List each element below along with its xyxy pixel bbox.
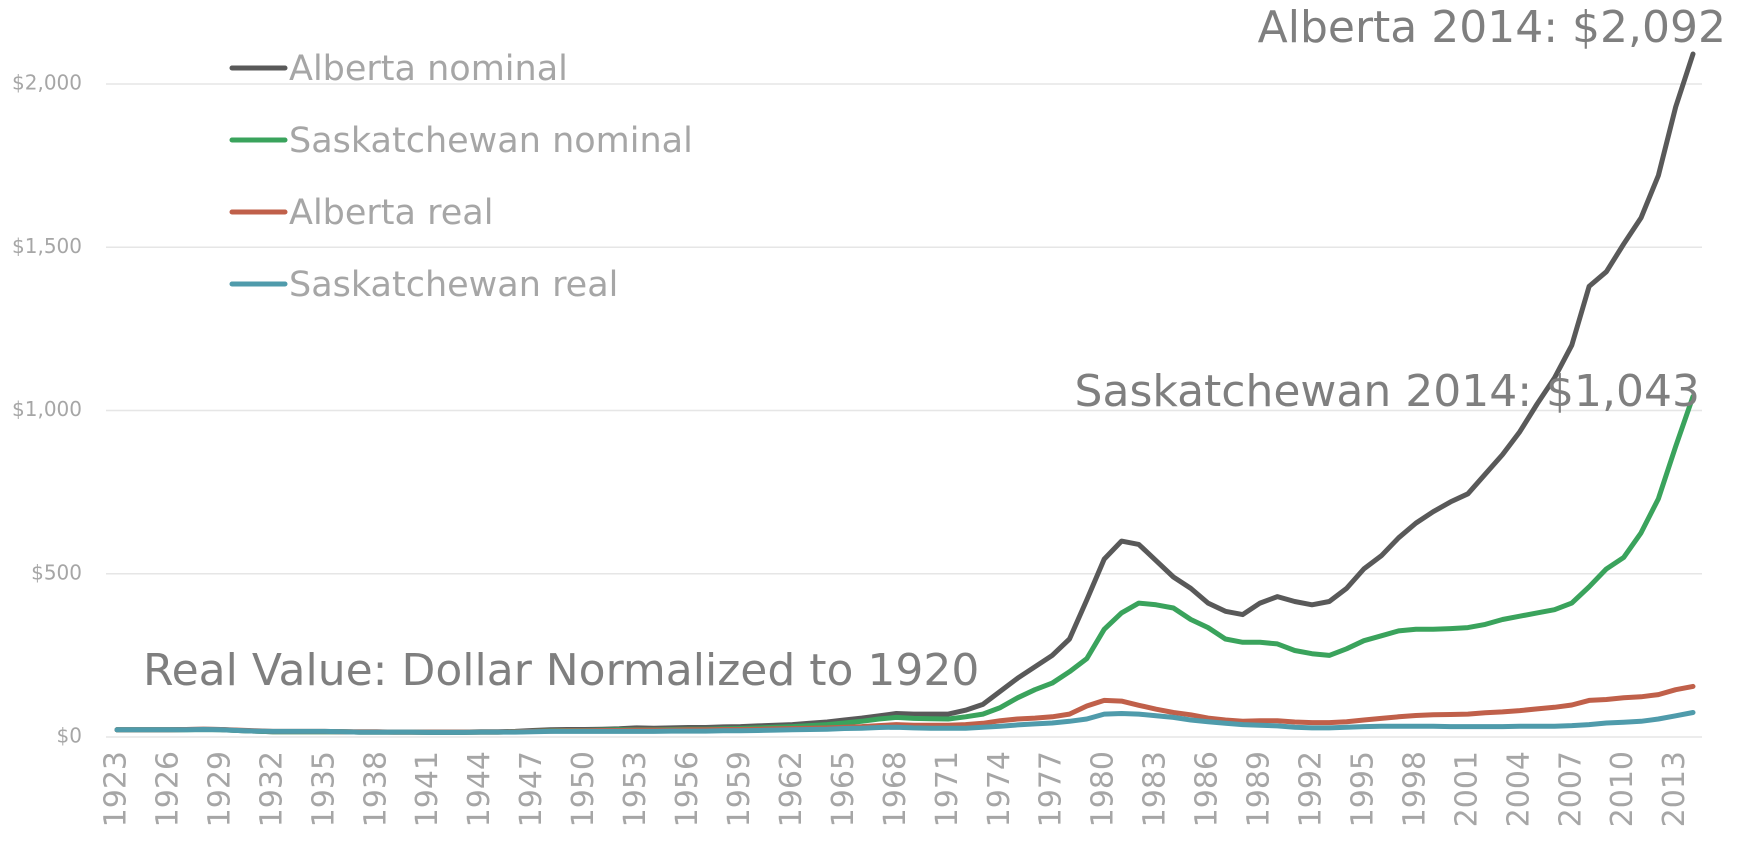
x-tick-label: 1965 [826,751,861,827]
annotation: Saskatchewan 2014: $1,043 [1075,366,1700,417]
y-tick-label: $2,000 [12,71,82,95]
annotation: Real Value: Dollar Normalized to 1920 [143,645,979,696]
x-tick-label: 1992 [1293,751,1328,827]
x-tick-label: 1947 [514,751,549,827]
x-tick-label: 1950 [566,751,601,827]
y-tick-label: $1,500 [12,234,82,258]
y-tick-label: $500 [31,560,82,584]
series-line [114,710,1696,735]
x-tick-label: 1941 [410,751,445,827]
x-tick-label: 1953 [618,751,653,827]
x-tick-label: 1977 [1034,751,1069,827]
x-tick-label: 1989 [1242,751,1277,827]
x-tick-label: 2013 [1657,751,1692,827]
x-tick-label: 1986 [1190,751,1225,827]
x-tick-label: 2004 [1501,751,1536,827]
legend-label: Saskatchewan nominal [289,121,693,161]
x-tick-label: 1962 [774,751,809,827]
x-tick-label: 1935 [306,751,341,827]
legend-label: Saskatchewan real [289,265,618,305]
x-tick-label: 1995 [1345,751,1380,827]
x-tick-label: 1923 [99,751,134,827]
legend-label: Alberta real [289,193,493,233]
x-tick-label: 1980 [1086,751,1121,827]
x-tick-label: 1983 [1138,751,1173,827]
x-tick-label: 1968 [878,751,913,827]
x-tick-label: 2007 [1553,751,1588,827]
x-tick-label: 1938 [358,751,393,827]
x-tick-label: 1956 [670,751,705,827]
x-tick-label: 2010 [1605,751,1640,827]
x-tick-label: 1974 [982,751,1017,827]
x-tick-label: 1944 [462,751,497,827]
x-tick-label: 1959 [722,751,757,827]
x-tick-label: 1926 [150,751,185,827]
y-tick-label: $0 [57,724,82,748]
y-tick-label: $1,000 [12,397,82,421]
x-tick-label: 2001 [1449,751,1484,827]
x-tick-label: 1929 [202,751,237,827]
annotation: Alberta 2014: $2,092 [1258,2,1726,53]
legend-label: Alberta nominal [289,49,568,89]
x-tick-label: 1998 [1397,751,1432,827]
x-tick-label: 1932 [254,751,289,827]
x-tick-label: 1971 [930,751,965,827]
